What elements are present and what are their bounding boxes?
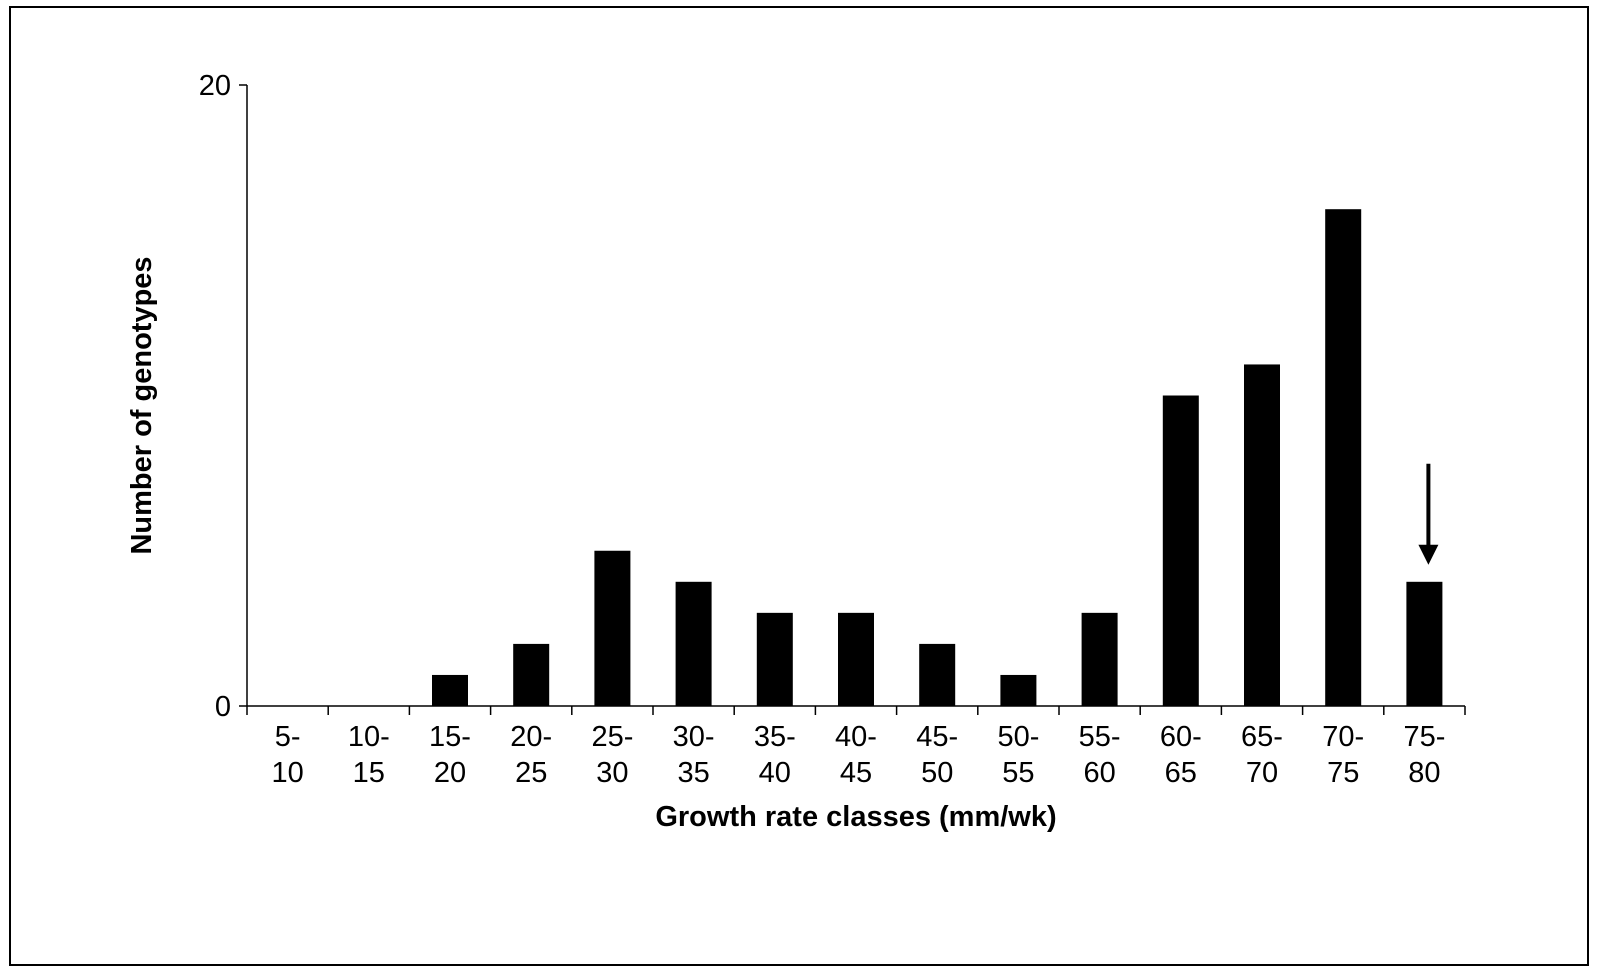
chart-frame: 0 20 5-10 10-15 15-20 20-25 25-30 30-35 35-40 40… [9, 6, 1589, 966]
arrow-head [1418, 544, 1439, 565]
y-tick-label: 0 [215, 691, 231, 723]
x-tick-label-65-70: 65-70 [1241, 721, 1283, 789]
x-tick-label-40-45: 40-45 [835, 721, 877, 789]
bar-65-70 [1244, 364, 1280, 706]
bar-20-25 [513, 643, 550, 706]
x-axis-ticks [246, 706, 1466, 715]
x-tick-label-70-75: 70-75 [1322, 721, 1364, 789]
x-tick-label-55-60: 55-60 [1079, 721, 1121, 789]
bar-75-80 [1406, 581, 1443, 706]
x-tick-label-15-20: 15-20 [429, 721, 471, 789]
x-tick-label-75-80: 75-80 [1403, 721, 1445, 789]
x-tick-label-30-35: 30-35 [673, 721, 715, 789]
x-tick-label-50-55: 50-55 [997, 721, 1039, 789]
axes [246, 85, 1465, 707]
x-axis-tick-labels: 5-10 10-15 15-20 20-25 25-30 30-35 35-40 40-45 4… [271, 721, 1445, 789]
x-tick-label-25-30: 25-30 [591, 721, 633, 789]
y-axis-ticks: 0 20 [199, 70, 247, 723]
bars [432, 209, 1443, 706]
bar-50-55 [1000, 674, 1037, 706]
y-axis-title: Number of genotypes [126, 256, 158, 554]
y-tick-label: 20 [199, 70, 231, 102]
bar-55-60 [1081, 612, 1118, 706]
x-tick-label-10-15: 10-15 [348, 721, 390, 789]
x-tick-label-5-10: 5-10 [271, 721, 303, 789]
x-tick-label-45-50: 45-50 [916, 721, 958, 789]
growth-rate-histogram: 0 20 5-10 10-15 15-20 20-25 25-30 30-35 35-40 40… [126, 70, 1466, 833]
bar-35-40 [756, 612, 793, 706]
bar-40-45 [838, 612, 874, 706]
annotation-arrow [1418, 463, 1439, 565]
x-axis-title: Growth rate classes (mm/wk) [655, 801, 1056, 833]
bar-70-75 [1325, 209, 1362, 706]
bar-25-30 [594, 550, 631, 706]
bar-15-20 [432, 674, 468, 706]
bar-60-65 [1162, 395, 1199, 706]
bar-45-50 [919, 643, 956, 706]
bar-30-35 [675, 581, 712, 706]
x-tick-label-60-65: 60-65 [1160, 721, 1202, 789]
x-tick-label-35-40: 35-40 [754, 721, 796, 789]
x-tick-label-20-25: 20-25 [510, 721, 552, 789]
